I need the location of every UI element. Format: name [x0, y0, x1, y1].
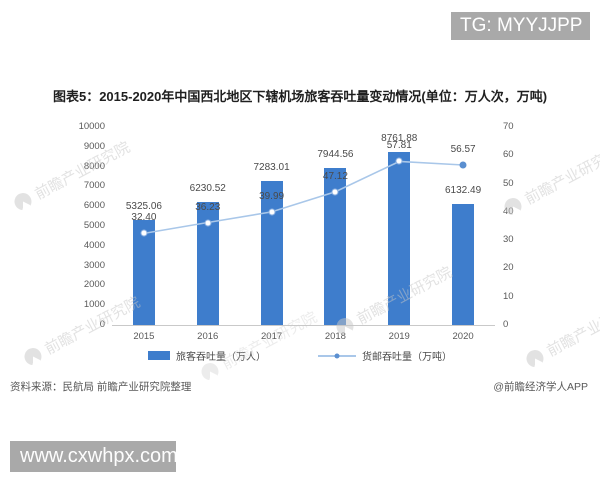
- line-value-label: 36.23: [195, 201, 221, 213]
- y-tick-label: 40: [503, 205, 514, 217]
- y-tick-label: 3000: [83, 259, 105, 271]
- line-point-marker: [331, 188, 339, 196]
- line-value-label: 57.81: [386, 140, 412, 152]
- bar-series-swatch: [148, 351, 170, 360]
- legend-item-cargo: 货邮吞吐量（万吨）: [318, 348, 452, 363]
- line-value-label: 39.99: [259, 190, 285, 202]
- line-marker-icon: [334, 353, 340, 358]
- y-tick-label: 10: [503, 290, 514, 302]
- x-tick-label: 2017: [261, 331, 283, 342]
- y-tick-label: 8000: [83, 160, 105, 172]
- y-tick-label: 0: [503, 319, 509, 330]
- line-value-label: 56.57: [450, 144, 476, 155]
- line-point-marker: [140, 229, 148, 237]
- line-series: [112, 127, 495, 325]
- plot-area: 5325.06 6230.52 7283.01 7944.56 8761.88 6132.…: [112, 127, 495, 326]
- legend-item-passenger: 旅客吞吐量（万人）: [148, 348, 266, 363]
- line-point-marker: [459, 161, 467, 169]
- left-y-axis: 0 1000 2000 3000 4000 5000 6000 7000 8000 9000 100…: [58, 121, 105, 330]
- y-tick-label: 30: [503, 234, 514, 246]
- bar-2018: [324, 167, 347, 325]
- bar-2017: [260, 180, 283, 325]
- bar-value-label: 5325.06: [125, 200, 162, 212]
- bar-2019: [388, 151, 411, 325]
- y-tick-label: 10000: [78, 121, 105, 132]
- y-tick-label: 4000: [83, 239, 105, 251]
- data-source-note: 资料来源：民航局 前瞻产业研究院整理: [10, 381, 192, 393]
- x-tick-label: 2015: [133, 331, 155, 342]
- y-tick-label: 2000: [83, 279, 105, 291]
- bar-value-label: 7283.01: [253, 161, 290, 173]
- line-point-marker: [395, 157, 403, 165]
- line-point-marker: [204, 219, 212, 227]
- line-value-label: 32.40: [131, 212, 157, 224]
- bar-value-label: 7944.56: [317, 148, 354, 160]
- website-watermark-badge: www.cxwhpx.com: [10, 441, 176, 472]
- bar-value-label: 8761.88: [381, 132, 418, 144]
- chart-title: 图表5：2015-2020年中国西北地区下辖机场旅客吞吐量变动情况(单位：万人次…: [52, 89, 548, 104]
- x-tick-label: 2016: [197, 331, 219, 342]
- bar-value-label: 6132.49: [445, 184, 482, 196]
- y-tick-label: 1000: [83, 299, 105, 311]
- bar-2020: [452, 203, 475, 325]
- credit-note: @前瞻经济学人APP: [493, 381, 588, 393]
- telegram-badge: TG: MYYJJPP: [451, 12, 590, 40]
- y-tick-label: 70: [503, 121, 514, 132]
- legend-label-cargo: 货邮吞吐量（万吨）: [362, 352, 452, 363]
- y-tick-label: 0: [99, 319, 105, 330]
- y-tick-label: 50: [503, 177, 514, 189]
- y-tick-label: 5000: [83, 220, 105, 231]
- x-tick-label: 2020: [452, 331, 474, 342]
- y-tick-label: 9000: [83, 140, 105, 152]
- y-tick-label: 6000: [83, 200, 105, 212]
- x-axis: 2015 2016 2017 2018 2019 2020: [112, 331, 495, 345]
- x-tick-label: 2018: [324, 331, 346, 342]
- legend-label-passenger: 旅客吞吐量（万人）: [176, 352, 266, 363]
- bar-value-label: 6230.52: [189, 182, 226, 194]
- chart-legend: 旅客吞吐量（万人） 货邮吞吐量（万吨）: [0, 348, 600, 363]
- right-y-axis: 0 10 20 30 40 50 60 70: [503, 121, 543, 330]
- qianzhan-logo-icon: [198, 360, 222, 384]
- x-tick-label: 2019: [388, 331, 410, 342]
- line-series-swatch: [318, 353, 356, 358]
- y-tick-label: 7000: [83, 180, 105, 192]
- y-tick-label: 60: [503, 149, 514, 161]
- line-value-label: 47.12: [322, 170, 348, 182]
- bar-2016: [196, 201, 219, 325]
- bar-2015: [132, 219, 155, 325]
- line-point-marker: [268, 208, 276, 216]
- y-tick-label: 20: [503, 262, 514, 274]
- qianzhan-logo-icon: [11, 190, 35, 214]
